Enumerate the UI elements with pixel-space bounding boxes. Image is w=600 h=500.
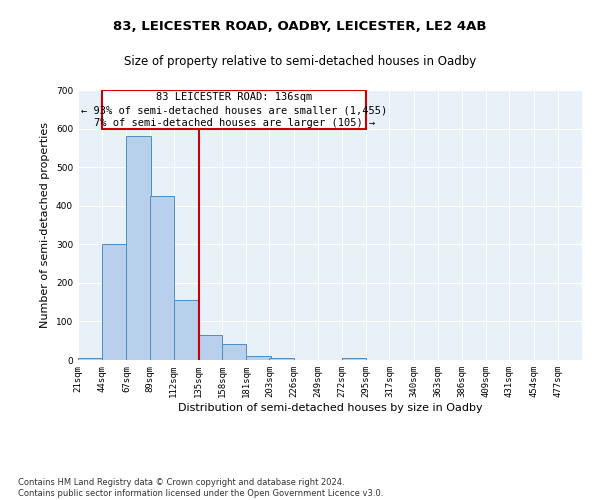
X-axis label: Distribution of semi-detached houses by size in Oadby: Distribution of semi-detached houses by … <box>178 402 482 412</box>
Text: 7% of semi-detached houses are larger (105) →: 7% of semi-detached houses are larger (1… <box>94 118 375 128</box>
Bar <box>269 358 293 360</box>
Text: 83, LEICESTER ROAD, OADBY, LEICESTER, LE2 4AB: 83, LEICESTER ROAD, OADBY, LEICESTER, LE… <box>113 20 487 33</box>
Y-axis label: Number of semi-detached properties: Number of semi-detached properties <box>40 122 50 328</box>
FancyBboxPatch shape <box>102 90 367 128</box>
Bar <box>198 335 222 360</box>
Text: ← 93% of semi-detached houses are smaller (1,455): ← 93% of semi-detached houses are smalle… <box>81 106 388 116</box>
Text: Size of property relative to semi-detached houses in Oadby: Size of property relative to semi-detach… <box>124 55 476 68</box>
Bar <box>247 356 271 360</box>
Bar <box>102 244 127 360</box>
Text: Contains HM Land Registry data © Crown copyright and database right 2024.
Contai: Contains HM Land Registry data © Crown c… <box>18 478 383 498</box>
Bar <box>149 196 174 360</box>
Bar <box>174 300 198 360</box>
Bar <box>78 358 102 360</box>
Bar <box>127 136 151 360</box>
Bar <box>342 358 367 360</box>
Bar <box>222 344 247 360</box>
Text: 83 LEICESTER ROAD: 136sqm: 83 LEICESTER ROAD: 136sqm <box>156 92 313 102</box>
